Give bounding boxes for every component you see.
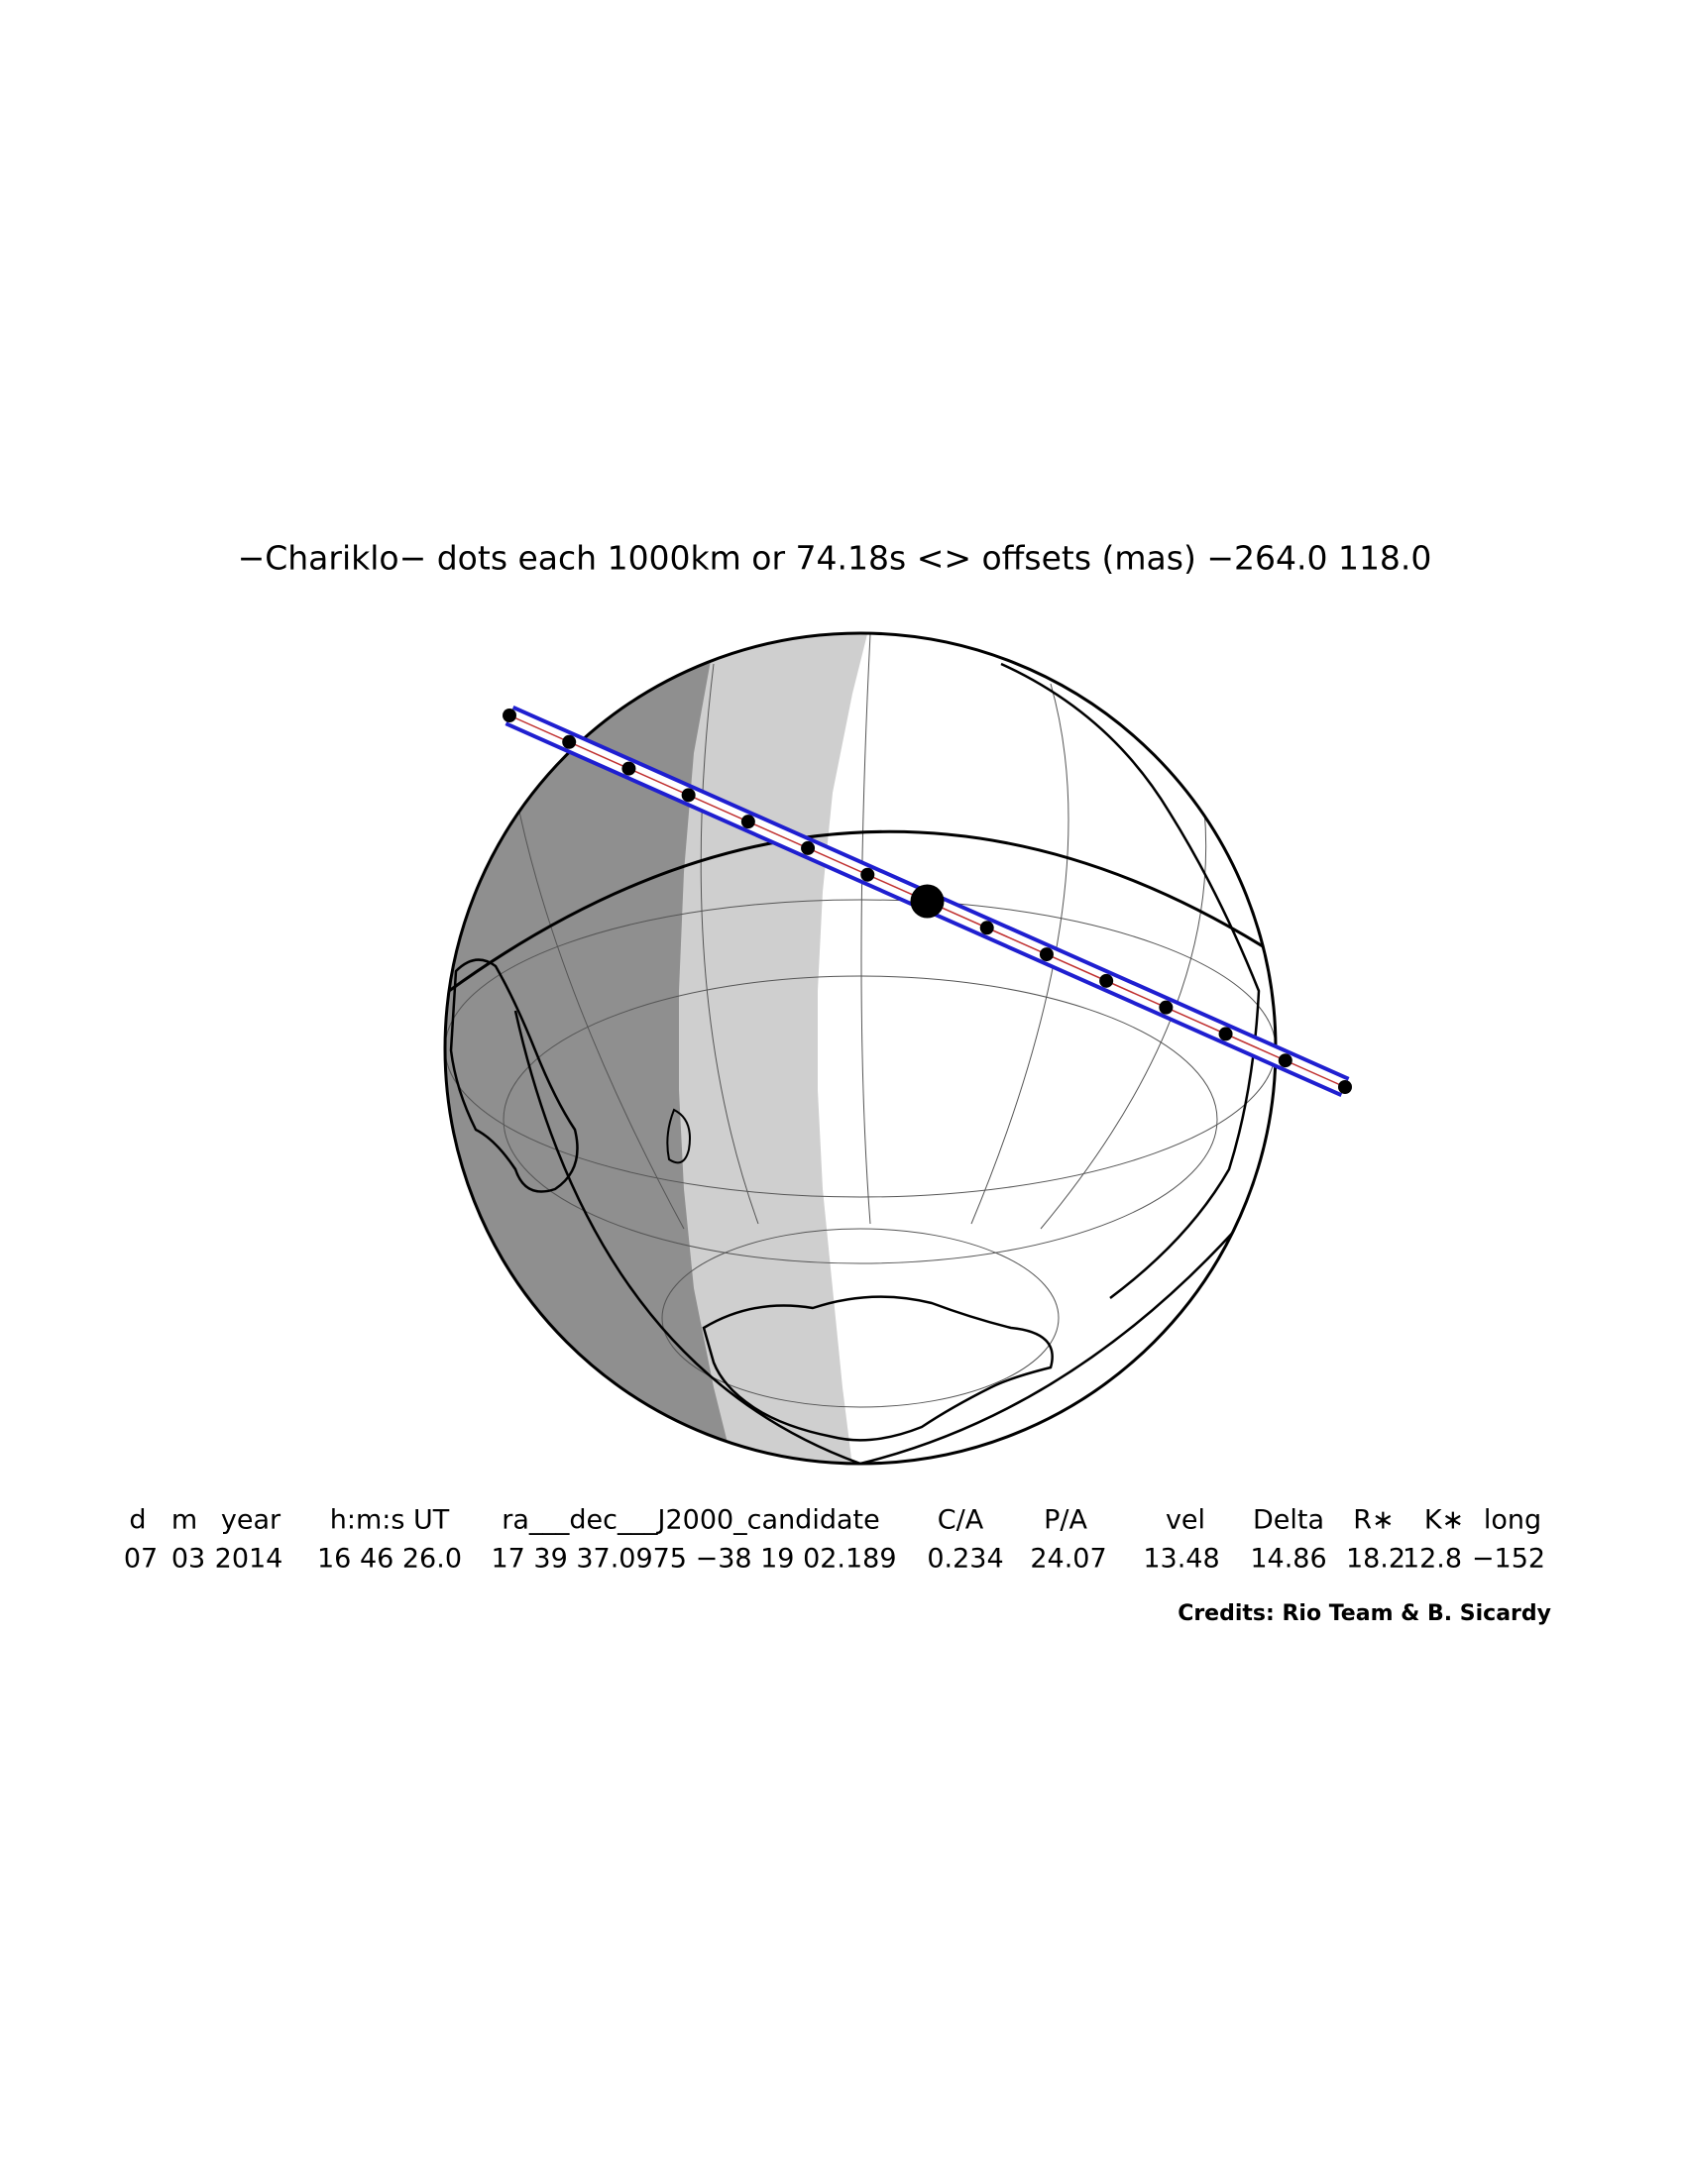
australia <box>449 958 579 1193</box>
table-value: 03 <box>171 1544 205 1575</box>
table-value: −152 <box>1472 1544 1545 1575</box>
new-zealand <box>666 1108 691 1164</box>
table-header: C/A <box>938 1505 984 1536</box>
table-header: Delta <box>1253 1505 1324 1536</box>
terminator <box>513 1010 1272 1464</box>
track-dot <box>621 761 636 776</box>
credits: Credits: Rio Team & B. Sicardy <box>1178 1601 1551 1626</box>
table-header: long <box>1484 1505 1541 1536</box>
table-value: 18.2 <box>1346 1544 1405 1575</box>
table-header: h:m:s UT <box>330 1505 450 1536</box>
track-dot <box>681 788 696 803</box>
table-value: 14.86 <box>1250 1544 1326 1575</box>
track-dot <box>503 709 516 722</box>
table-header: vel <box>1166 1505 1205 1536</box>
table-value: 2014 <box>215 1544 283 1575</box>
title: −Chariklo− dots each 1000km or 74.18s <>… <box>238 539 1432 578</box>
graticule <box>445 633 1276 1408</box>
horizon-line <box>448 829 1272 993</box>
table-value: 07 <box>124 1544 158 1575</box>
table-value: 17 39 37.0975 −38 19 02.189 <box>491 1544 896 1575</box>
track-dot <box>1039 947 1054 962</box>
shadow-track <box>503 705 1352 1098</box>
track-dot <box>1278 1053 1292 1068</box>
table-header: d <box>129 1505 146 1536</box>
track-dot <box>860 867 875 882</box>
antarctica <box>702 1295 1054 1442</box>
table-header: ra___dec___J2000_candidate <box>502 1505 879 1536</box>
track-dot <box>910 884 945 919</box>
table-header: year <box>221 1505 281 1536</box>
globe <box>443 631 1278 1466</box>
table-value: 0.234 <box>927 1544 1003 1575</box>
track-dot <box>1099 973 1114 988</box>
track-dot <box>1159 1000 1174 1015</box>
track-dot <box>979 921 994 935</box>
track-dot <box>801 840 816 855</box>
americas-coast <box>1000 662 1261 1299</box>
table-header: K∗ <box>1424 1505 1464 1536</box>
table-value: 13.48 <box>1143 1544 1219 1575</box>
track-dot <box>1338 1080 1352 1094</box>
track-dot <box>740 815 755 829</box>
table-header: R∗ <box>1353 1505 1394 1536</box>
table-value: 16 46 26.0 <box>317 1544 462 1575</box>
table-value: 12.8 <box>1403 1544 1462 1575</box>
table-value: 24.07 <box>1030 1544 1106 1575</box>
track-dot <box>1218 1027 1233 1041</box>
table-header: m <box>171 1505 197 1536</box>
track-dot <box>562 734 577 749</box>
table-header: P/A <box>1044 1505 1087 1536</box>
